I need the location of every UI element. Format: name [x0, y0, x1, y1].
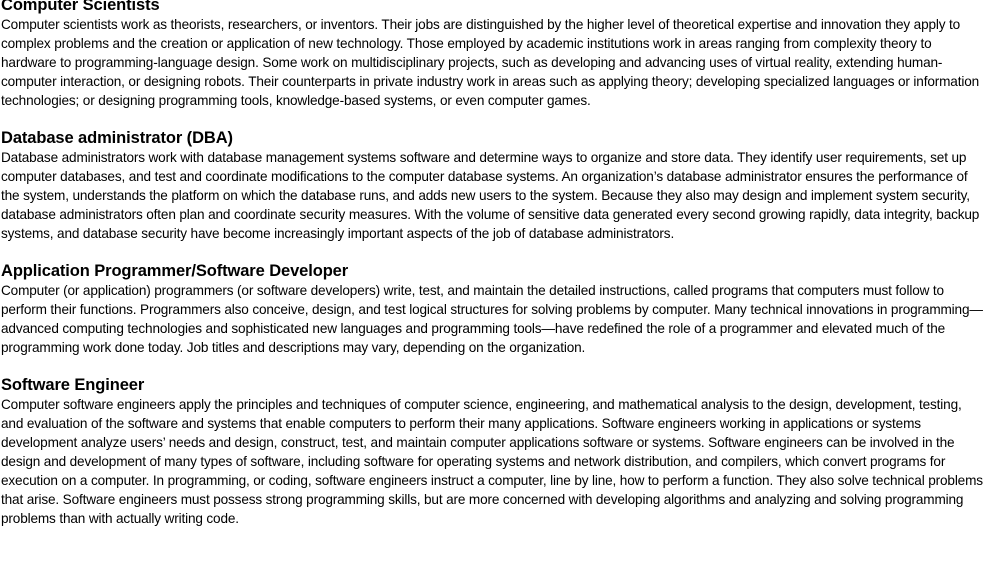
section-database-administrator: Database administrator (DBA) Database ad… — [1, 129, 987, 243]
section-software-engineer: Software Engineer Computer software engi… — [1, 376, 987, 528]
section-computer-scientists: Computer Scientists Computer scientists … — [1, 0, 987, 110]
section-body: Database administrators work with databa… — [1, 150, 980, 241]
section-heading: Database administrator (DBA) — [1, 129, 233, 147]
section-body: Computer scientists work as theorists, r… — [1, 17, 980, 108]
section-heading: Software Engineer — [1, 376, 145, 394]
section-body: Computer software engineers apply the pr… — [1, 397, 983, 526]
section-application-programmer: Application Programmer/Software Develope… — [1, 262, 987, 357]
section-body: Computer (or application) programmers (o… — [1, 283, 983, 355]
section-heading: Application Programmer/Software Develope… — [1, 262, 349, 280]
section-heading: Computer Scientists — [1, 0, 160, 14]
